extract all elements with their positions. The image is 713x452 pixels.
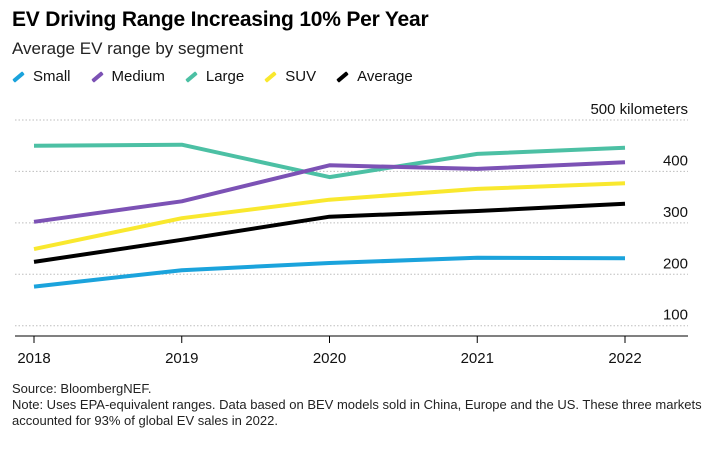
legend-label: Large <box>205 68 245 85</box>
x-tick-label: 2018 <box>17 350 50 367</box>
legend-item-average: Average <box>336 68 413 85</box>
y-tick-label: 100 <box>663 307 688 324</box>
x-tick-label: 2022 <box>608 350 641 367</box>
chart-legend: Small Medium Large SUV Average <box>12 68 433 85</box>
legend-label: Small <box>33 68 71 85</box>
y-tick-label: 200 <box>663 255 688 272</box>
x-tick-label: 2021 <box>461 350 494 367</box>
chart-footer: Source: BloombergNEF. Note: Uses EPA-equ… <box>12 381 702 429</box>
y-tick-label: 500 kilometers <box>590 101 688 118</box>
methodology-note: Note: Uses EPA-equivalent ranges. Data b… <box>12 397 702 428</box>
series-line-small <box>33 255 626 289</box>
legend-label: Medium <box>111 68 165 85</box>
series-line-large <box>33 142 626 180</box>
series-line-suv <box>33 181 626 252</box>
y-tick-label: 300 <box>663 204 688 221</box>
y-axis-labels: 500 kilometers 400 300 200 100 <box>590 101 688 324</box>
series-line-average <box>33 201 626 264</box>
source-note: Source: BloombergNEF. <box>12 381 152 396</box>
legend-item-suv: SUV <box>264 68 316 85</box>
chart-title: EV Driving Range Increasing 10% Per Year <box>12 8 429 31</box>
chart-subtitle: Average EV range by segment <box>12 39 244 58</box>
y-tick-label: 400 <box>663 152 688 169</box>
x-tick-label: 2020 <box>313 350 346 367</box>
legend-label: SUV <box>285 68 317 85</box>
legend-item-medium: Medium <box>90 68 165 85</box>
series-line-medium <box>33 160 626 224</box>
legend-item-large: Large <box>185 68 244 85</box>
legend-item-small: Small <box>12 68 71 85</box>
x-axis: 2018 2019 2020 2021 2022 <box>15 335 688 367</box>
x-tick-label: 2019 <box>165 350 198 367</box>
legend-label: Average <box>357 68 413 85</box>
series-lines <box>33 142 626 289</box>
